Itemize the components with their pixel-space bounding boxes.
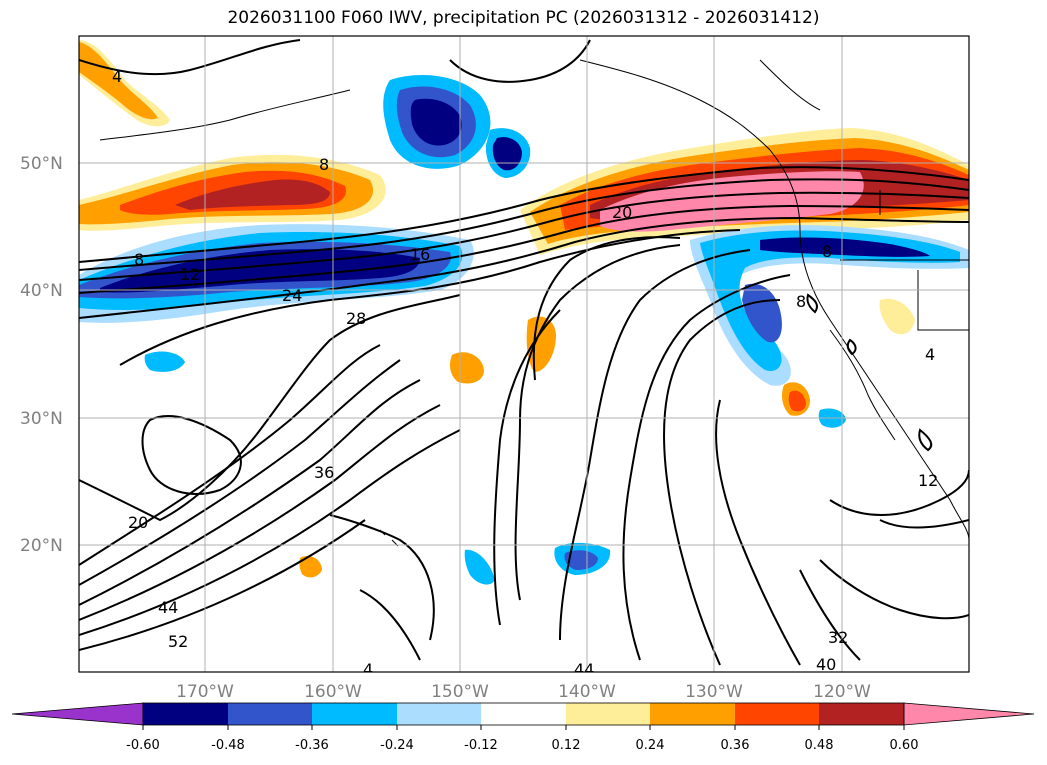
negative-anomaly-band — [79, 224, 474, 323]
negative-anomaly-east — [690, 225, 969, 386]
contour-label: 40 — [816, 655, 836, 674]
contour-label: 20 — [612, 203, 632, 222]
lon-label: 150°W — [431, 682, 489, 702]
contour-label: 52 — [168, 632, 188, 651]
colorbar-tick-label: 0.12 — [552, 738, 581, 753]
contour-label: 4 — [112, 67, 122, 86]
colorbar-segment — [735, 703, 819, 725]
colorbar-tick-label: 0.36 — [721, 738, 750, 753]
colorbar-tick-label: -0.36 — [295, 738, 329, 753]
contour-label: 12 — [918, 471, 938, 490]
contour-label: 16 — [410, 245, 430, 264]
contour-label: 4 — [363, 660, 373, 679]
lon-label: 170°W — [176, 682, 234, 702]
lon-label: 120°W — [813, 682, 871, 702]
colorbar-tick-label: -0.24 — [380, 738, 414, 753]
colorbar-tick-label: 0.24 — [636, 738, 665, 753]
colorbar-tick-label: -0.60 — [126, 738, 160, 753]
contour-label: 20 — [128, 513, 148, 532]
colorbar-tick-label: -0.12 — [464, 738, 498, 753]
contour-label: 8 — [319, 155, 329, 174]
map-frame — [78, 35, 970, 673]
negative-anomaly-north-central — [383, 75, 531, 178]
contour-label: 28 — [346, 309, 366, 328]
longitude-labels: 170°W 160°W 150°W 140°W 130°W 120°W — [176, 682, 871, 702]
contour-label: 4 — [925, 345, 935, 364]
colorbar-tick-label: -0.48 — [211, 738, 245, 753]
lon-label: 140°W — [558, 682, 616, 702]
colorbar-segment — [397, 703, 481, 725]
contour-label: 32 — [828, 628, 848, 647]
colorbar-tick-label: 0.48 — [805, 738, 834, 753]
colorbar-segment — [566, 703, 650, 725]
lon-label: 160°W — [304, 682, 362, 702]
contour-label: 44 — [158, 598, 178, 617]
map-title: 2026031100 F060 IWV, precipitation PC (2… — [227, 8, 820, 28]
iwv-contours — [79, 39, 969, 666]
colorbar-segment — [650, 703, 735, 725]
contour-labels: 4 8 8 12 16 20 24 28 36 20 44 52 8 8 4 1… — [112, 67, 938, 679]
contour-label: 8 — [796, 292, 806, 311]
lat-label: 50°N — [20, 154, 63, 174]
lon-label: 130°W — [685, 682, 743, 702]
colorbar-segment — [903, 702, 1035, 726]
colorbar-segment — [143, 703, 228, 725]
contour-label: 36 — [314, 463, 334, 482]
colorbar-segment — [819, 703, 904, 725]
contour-label: 8 — [822, 242, 832, 261]
contour-label: 24 — [282, 286, 302, 305]
latitude-labels: 50°N 40°N 30°N 20°N — [20, 154, 63, 556]
lat-label: 40°N — [20, 281, 63, 301]
colorbar-tick-label: 0.60 — [890, 738, 919, 753]
positive-anomaly-band-north — [79, 154, 386, 231]
contour-label: 12 — [180, 265, 200, 284]
map-plot: 4 8 8 12 16 20 24 28 36 20 44 52 8 8 4 1… — [79, 36, 969, 679]
lat-label: 30°N — [20, 409, 63, 429]
colorbar-segment — [11, 702, 144, 726]
colorbar: -0.60 -0.48 -0.36 -0.24 -0.12 0.12 0.24 … — [11, 702, 1035, 753]
positive-anomaly-northwest — [79, 40, 170, 127]
graticule — [79, 36, 969, 672]
lat-label: 20°N — [20, 536, 63, 556]
colorbar-segment — [228, 703, 312, 725]
contour-label: 44 — [574, 660, 594, 679]
contour-label: 8 — [134, 250, 144, 269]
colorbar-segment — [481, 703, 566, 725]
colorbar-segment — [312, 703, 397, 725]
